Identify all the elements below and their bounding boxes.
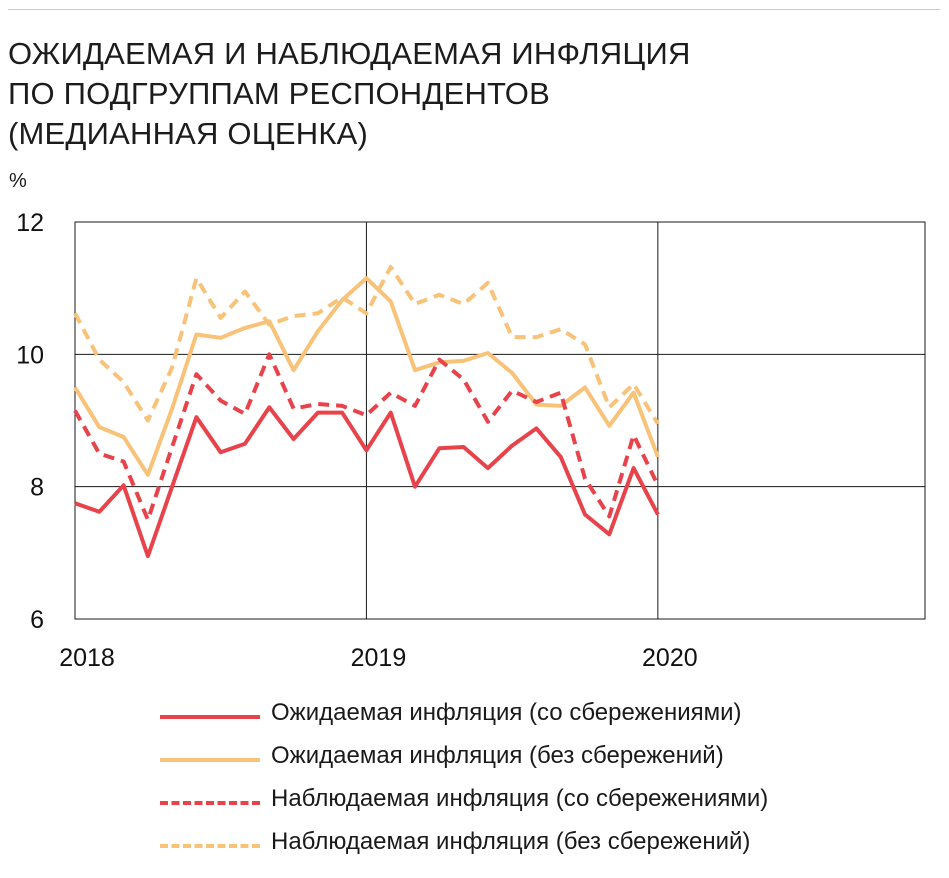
chart-title-line-2: ПО ПОДГРУППАМ РЕСПОНДЕНТОВ [8,76,550,111]
y-tick-label-6: 6 [30,606,44,634]
legend-label-expected-with-savings: Ожидаемая инфляция (со сбережениями) [271,699,742,726]
plot-frame [74,221,926,620]
legend-label-observed-with-savings: Наблюдаемая инфляция (со сбережениями) [271,785,769,812]
y-tick-label-12: 12 [16,209,44,237]
y-tick-label-8: 8 [30,474,44,502]
chart-title: ОЖИДАЕМАЯ И НАБЛЮДАЕМАЯ ИНФЛЯЦИЯ ПО ПОДГ… [8,34,691,154]
x-tick-label-2019: 2019 [351,644,407,672]
legend-label-observed-without-savings: Наблюдаемая инфляция (без сбережений) [271,828,751,855]
series-layer [73,265,660,559]
legend-swatch-expected-without-savings [160,758,260,762]
legend-swatch-observed-without-savings [160,844,260,848]
y-tick-label-10: 10 [16,341,44,369]
series-line-expected-with-savings [74,405,660,559]
series-line-expected-without-savings [73,276,660,477]
chart-title-line-3: (МЕДИАННАЯ ОЦЕНКА) [8,116,368,151]
y-unit-label: % [9,170,27,192]
series-line-observed-without-savings [73,265,660,425]
tick-layer: 6 8 10 12 2018 2019 2020 [16,209,697,672]
x-tick-label-2020: 2020 [642,644,698,672]
legend-swatch-expected-with-savings [160,715,260,719]
legend-swatch-observed-with-savings [160,801,260,805]
x-tick-label-2018: 2018 [59,644,115,672]
grid-layer [74,221,926,620]
line-chart: 6 8 10 12 2018 2019 2020 [16,209,926,672]
top-rule [8,9,940,10]
legend-label-expected-without-savings: Ожидаемая инфляция (без сбережений) [271,742,724,769]
chart-title-line-1: ОЖИДАЕМАЯ И НАБЛЮДАЕМАЯ ИНФЛЯЦИЯ [8,36,691,71]
